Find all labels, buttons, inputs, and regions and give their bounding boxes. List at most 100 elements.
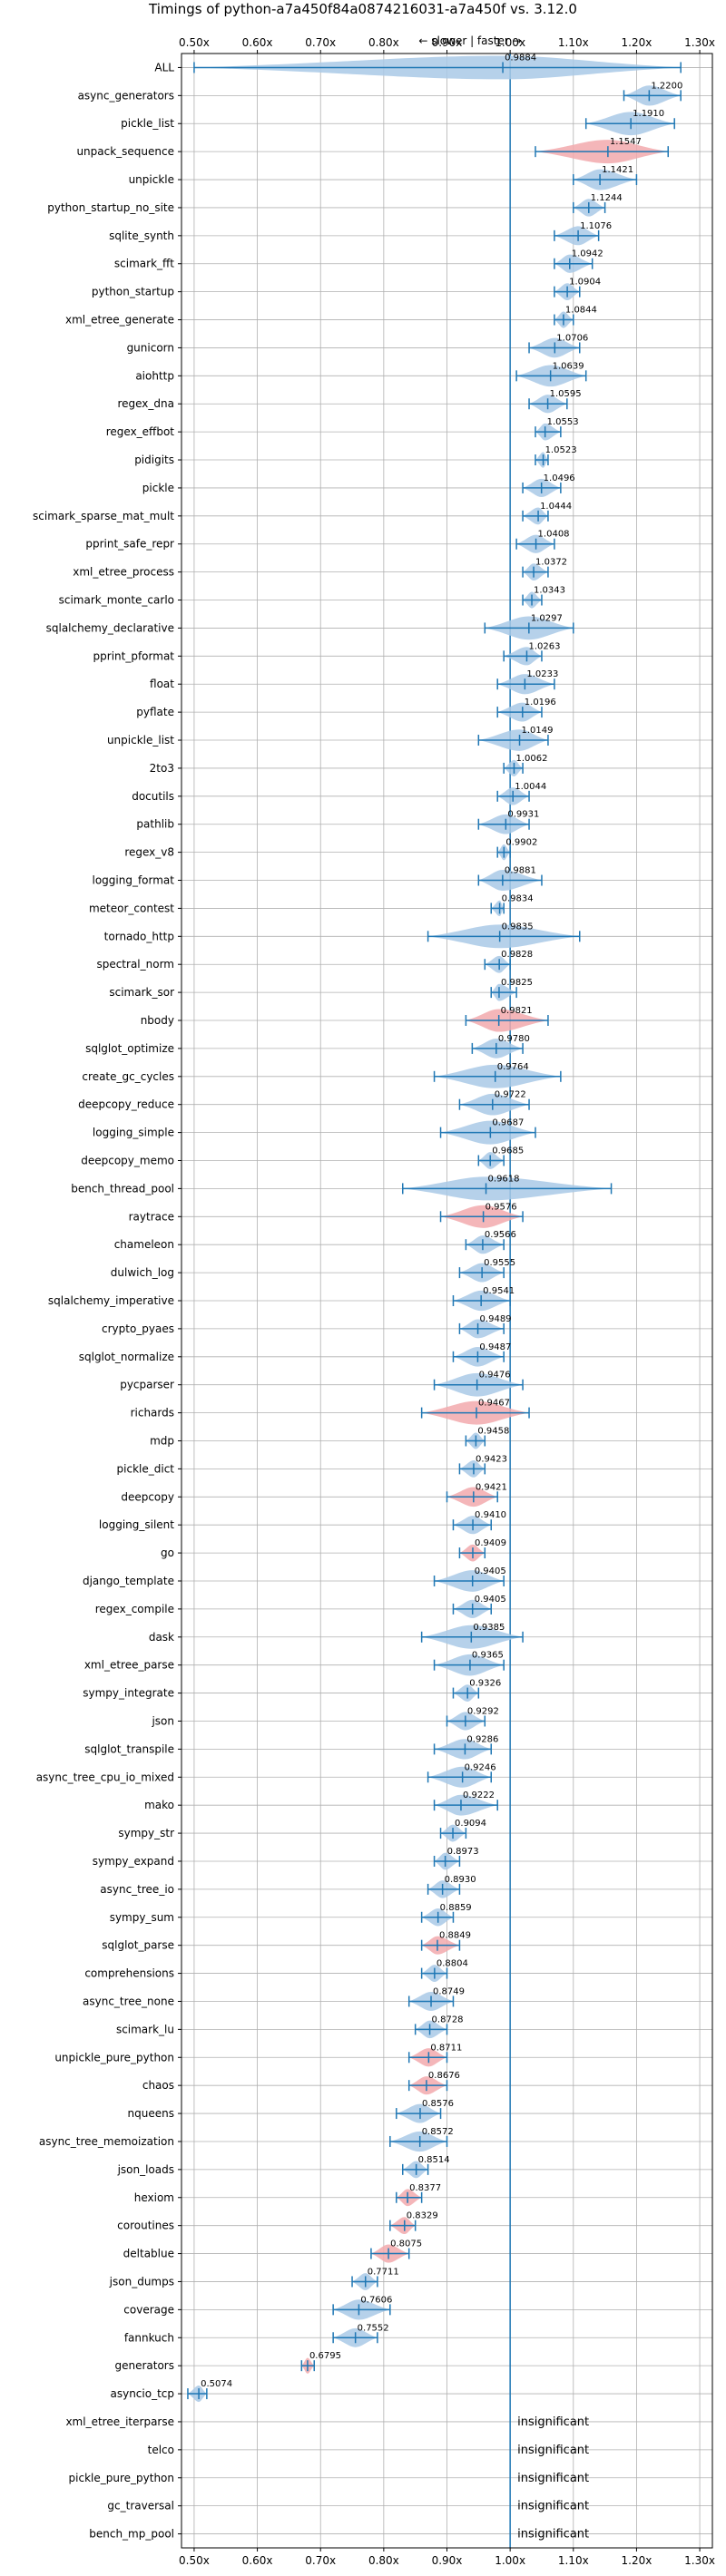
benchmark-label: pidigits <box>134 454 174 466</box>
benchmark-label: pyflate <box>136 706 174 718</box>
value-label: 0.8711 <box>430 2043 462 2053</box>
x-tick-label-top: 0.50x <box>179 36 210 49</box>
value-label: 0.9458 <box>477 1426 509 1436</box>
benchmark-label: mako <box>144 1799 174 1811</box>
value-label: 0.9618 <box>488 1174 520 1184</box>
x-tick-label-top: 0.90x <box>432 36 463 49</box>
benchmark-label: deltablue <box>123 2248 174 2260</box>
insignificant-label: insignificant <box>517 2444 589 2457</box>
value-label: 0.8728 <box>432 2015 464 2025</box>
benchmark-label: pickle_list <box>121 117 174 130</box>
value-label: 0.8859 <box>440 1903 472 1913</box>
value-label: 0.9410 <box>475 1510 506 1520</box>
value-label: 0.9326 <box>469 1679 501 1689</box>
benchmark-label: async_tree_memoization <box>39 2135 174 2148</box>
x-tick-label-top: 0.70x <box>305 36 336 49</box>
benchmark-label: sqlalchemy_imperative <box>48 1294 174 1307</box>
value-label: 1.0343 <box>534 586 565 596</box>
value-label: 0.8676 <box>428 2071 460 2081</box>
benchmark-label: coverage <box>123 2303 174 2316</box>
grid-lines <box>182 54 712 2548</box>
insignificant-label: insignificant <box>517 2472 589 2485</box>
value-label: 0.9405 <box>475 1595 506 1605</box>
benchmark-label: pickle <box>142 482 174 494</box>
value-label: 1.0553 <box>547 417 579 427</box>
chart-marks <box>187 54 682 2548</box>
value-label: 0.7552 <box>358 2323 389 2333</box>
benchmark-label: generators <box>114 2359 174 2372</box>
value-label: 0.8749 <box>433 1986 465 1996</box>
chart-title: Timings of python-a7a450f84a0874216031-a… <box>148 1 577 17</box>
value-label: 1.1421 <box>602 165 633 175</box>
benchmark-label: dask <box>149 1631 174 1644</box>
value-label: 0.8377 <box>409 2183 441 2193</box>
benchmark-label: django_template <box>83 1575 174 1587</box>
value-label: 0.9902 <box>505 838 537 848</box>
benchmark-label: raytrace <box>129 1210 174 1223</box>
value-label: 0.8576 <box>422 2099 454 2109</box>
value-label: 0.9825 <box>501 978 533 988</box>
value-label: 1.0904 <box>569 278 601 288</box>
x-tick-label-bottom: 1.00x <box>495 2554 525 2567</box>
value-label: 0.9292 <box>467 1706 499 1716</box>
benchmark-label: async_generators <box>78 89 174 102</box>
benchmark-label: bench_mp_pool <box>89 2528 174 2541</box>
benchmark-label: python_startup_no_site <box>47 201 174 214</box>
benchmark-label: pprint_safe_repr <box>85 538 174 551</box>
value-label: 1.0196 <box>525 698 556 707</box>
benchmark-label: ALL <box>154 61 174 73</box>
value-label: 1.0595 <box>550 389 582 399</box>
benchmark-label: sqlite_synth <box>109 229 174 242</box>
benchmark-label: deepcopy_memo <box>81 1155 174 1167</box>
benchmark-label: logging_silent <box>99 1518 174 1531</box>
benchmark-label: tornado_http <box>104 930 174 942</box>
benchmark-label: xml_etree_parse <box>84 1659 174 1672</box>
benchmark-label: aiohttp <box>135 369 174 382</box>
value-label: 0.9884 <box>505 53 536 63</box>
benchmark-label: comprehensions <box>84 1967 174 1980</box>
benchmark-label: mdp <box>150 1434 174 1447</box>
value-label: 1.0233 <box>526 669 558 679</box>
benchmark-label: spectral_norm <box>96 958 174 971</box>
benchmark-label: xml_etree_generate <box>65 314 174 327</box>
value-label: 1.0496 <box>544 473 575 483</box>
value-label: 1.0263 <box>528 641 560 651</box>
value-label: 0.9821 <box>501 1006 533 1016</box>
insignificant-label: insignificant <box>517 2415 589 2429</box>
value-label: 0.9780 <box>498 1034 530 1044</box>
benchmark-label: regex_effbot <box>106 425 175 438</box>
value-label: 0.9722 <box>495 1090 526 1100</box>
value-label: 0.8849 <box>439 1931 471 1941</box>
direction-note: ← slower | faster → <box>418 34 521 47</box>
benchmark-label: sqlglot_transpile <box>84 1742 174 1755</box>
x-tick-label-top: 1.30x <box>684 36 715 49</box>
benchmark-labels: ALL 0.9884 async_generators 1.2200 pickle_li… <box>33 53 682 2541</box>
benchmark-label: sqlalchemy_declarative <box>46 621 174 634</box>
benchmark-label: pathlib <box>136 818 174 831</box>
benchmark-label: unpickle_pure_python <box>54 2051 174 2064</box>
value-label: 1.0062 <box>515 754 547 764</box>
benchmark-label: deepcopy_reduce <box>78 1098 174 1111</box>
value-label: 0.9094 <box>455 1819 486 1829</box>
benchmark-label: gunicorn <box>127 341 174 354</box>
value-label: 0.9385 <box>473 1623 505 1633</box>
benchmark-label: async_tree_cpu_io_mixed <box>36 1771 174 1783</box>
x-tick-label-bottom: 0.50x <box>179 2554 210 2567</box>
benchmark-label: async_tree_io <box>100 1883 174 1896</box>
benchmark-label: pickle_dict <box>117 1462 175 1475</box>
benchmark-label: sympy_str <box>118 1827 174 1839</box>
value-label: 0.9365 <box>472 1651 504 1661</box>
value-label: 0.9576 <box>486 1202 517 1212</box>
benchmark-label: nqueens <box>128 2107 174 2120</box>
benchmark-label: go <box>161 1547 174 1559</box>
benchmark-label: docutils <box>132 790 174 803</box>
insignificant-label: insignificant <box>517 2528 589 2542</box>
benchmark-label: scimark_fft <box>114 258 174 270</box>
benchmark-label: sympy_expand <box>93 1855 174 1868</box>
value-label: 0.9931 <box>507 810 539 820</box>
value-label: 0.9541 <box>483 1286 515 1296</box>
value-label: 0.8973 <box>447 1847 479 1857</box>
x-tick-label-top: 0.80x <box>368 36 399 49</box>
x-tick-label-bottom: 0.70x <box>305 2554 336 2567</box>
